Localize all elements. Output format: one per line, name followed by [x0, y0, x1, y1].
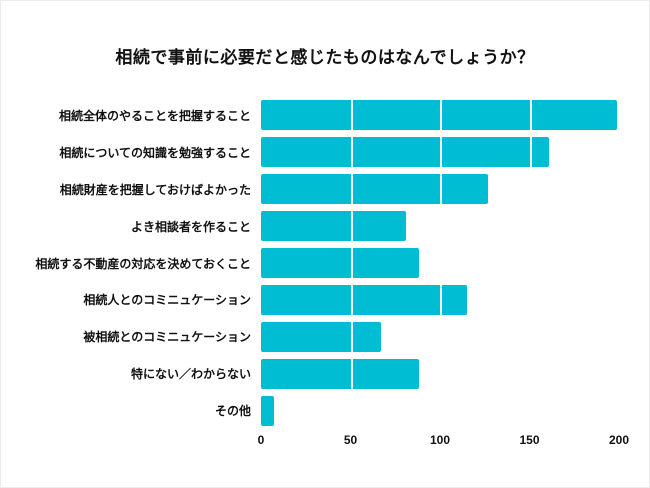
gridline-overlay [529, 97, 532, 429]
category-label: 相続全体のやることを把握すること [58, 108, 251, 123]
x-axis-tick-label: 0 [257, 433, 265, 447]
gridline-overlay [440, 97, 442, 429]
bar [261, 137, 550, 168]
bar [261, 174, 489, 205]
category-labels: 相続全体のやることを把握すること 相続についての知識を勉強すること 相続財産を把握し… [19, 97, 261, 429]
x-axis-tick-label: 50 [343, 433, 358, 447]
category-label: 被相続とのコミニュケーション [83, 330, 251, 345]
bar-row [261, 318, 619, 355]
bar [261, 321, 381, 352]
category-label: その他 [214, 404, 251, 419]
bar [261, 358, 419, 389]
bar [261, 100, 618, 131]
bar-row [261, 208, 619, 245]
x-axis-tick-label: 200 [608, 433, 630, 447]
bar-row [261, 97, 619, 134]
x-axis-tick-label: 150 [519, 433, 540, 447]
bar-row [261, 355, 619, 392]
category-label: 相続人とのコミニュケーション [83, 293, 251, 308]
bar-row [261, 171, 619, 208]
category-label: 相続についての知識を勉強すること [59, 145, 251, 160]
category-label: 特にない／わからない [130, 367, 251, 382]
category-label: 相続財産を把握しておけばよかった [59, 182, 251, 197]
bar-row [261, 392, 619, 429]
bar [261, 211, 406, 242]
bars-container [261, 97, 619, 429]
bar-row [261, 245, 619, 282]
bar [261, 395, 274, 426]
bar-row [261, 281, 619, 318]
plot-area [261, 97, 621, 429]
gridline-overlay [350, 97, 353, 429]
bar [261, 248, 419, 278]
category-label: 相続する不動産の対応を決めておくこと [35, 256, 251, 271]
category-label: よき相談者を作ること [130, 219, 251, 234]
gridline-overlay [619, 97, 621, 429]
bar-row [261, 134, 619, 171]
bar [261, 284, 467, 315]
chart-title: 相続で事前に必要だと感じたものはなんでしょうか？ [115, 48, 535, 67]
x-axis: 0 50 100 150 200 [257, 433, 629, 453]
bar-chart: 相続全体のやることを把握すること 相続についての知識を勉強すること 相続財産を把握し… [19, 97, 621, 429]
x-axis-tick-label: 100 [429, 433, 451, 447]
